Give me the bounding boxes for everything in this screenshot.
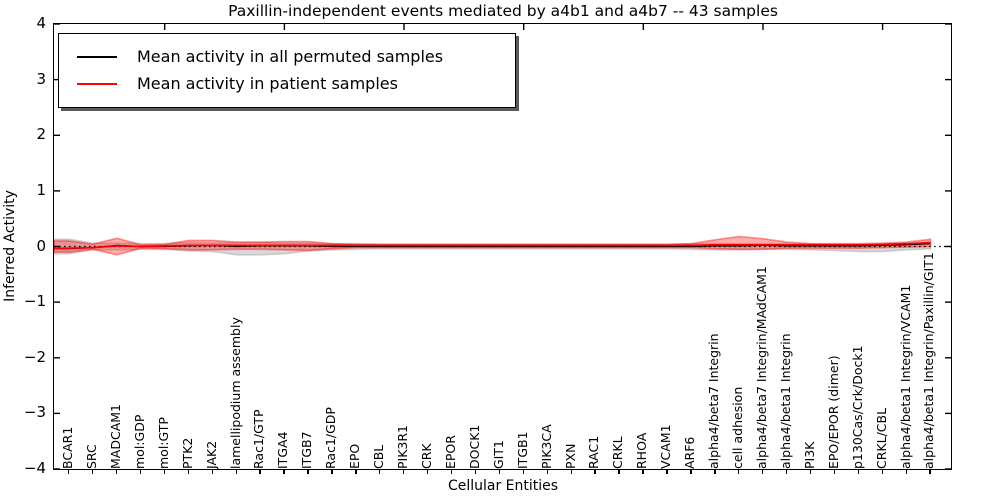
x-tick-mark bbox=[546, 470, 548, 474]
x-tick-mark bbox=[618, 470, 620, 474]
x-tick-mark bbox=[905, 470, 907, 474]
x-tick-mark bbox=[474, 470, 477, 474]
x-tick-mark bbox=[163, 470, 166, 474]
x-tick-mark bbox=[857, 470, 860, 474]
x-tick-mark bbox=[307, 470, 309, 474]
x-tick-mark bbox=[331, 470, 333, 474]
x-tick-mark bbox=[833, 470, 836, 474]
legend-label-patient: Mean activity in patient samples bbox=[137, 74, 398, 93]
x-axis-label: Cellular Entities bbox=[447, 478, 559, 494]
x-tick-mark bbox=[929, 470, 931, 474]
chart-title: Paxillin-independent events mediated by … bbox=[228, 2, 778, 20]
y-tick-label: 2 bbox=[36, 125, 46, 144]
x-tick-mark bbox=[522, 470, 525, 474]
y-tick-label: −3 bbox=[23, 403, 46, 422]
x-tick-mark bbox=[139, 470, 142, 474]
x-tick-mark bbox=[91, 470, 94, 474]
legend-box: Mean activity in all permuted samples Me… bbox=[58, 33, 516, 108]
x-tick-mark bbox=[738, 470, 740, 474]
x-tick-mark bbox=[403, 470, 405, 474]
x-tick-mark bbox=[259, 470, 261, 474]
x-tick-mark bbox=[809, 470, 812, 474]
chart-canvas bbox=[54, 24, 951, 469]
x-tick-mark bbox=[498, 470, 501, 474]
x-tick-mark bbox=[450, 470, 453, 474]
x-tick-mark bbox=[594, 470, 596, 474]
legend-entry-patient: Mean activity in patient samples bbox=[71, 70, 503, 97]
x-tick-mark bbox=[283, 470, 285, 474]
x-tick-mark bbox=[187, 470, 190, 474]
x-tick-mark bbox=[761, 470, 764, 474]
x-tick-mark bbox=[785, 470, 788, 474]
x-tick-mark bbox=[426, 470, 429, 474]
x-tick-mark bbox=[881, 470, 883, 474]
y-tick-label: 3 bbox=[36, 69, 46, 88]
y-tick-label: −4 bbox=[23, 459, 46, 477]
x-tick-mark bbox=[690, 470, 692, 474]
x-tick-mark bbox=[379, 470, 381, 474]
x-tick-mark bbox=[115, 470, 118, 474]
permuted-line-swatch bbox=[77, 55, 117, 58]
legend-entry-permuted: Mean activity in all permuted samples bbox=[71, 43, 503, 70]
y-axis-label: Inferred Activity bbox=[2, 190, 18, 302]
y-tick-label: 4 bbox=[36, 14, 46, 32]
x-tick-mark bbox=[235, 470, 237, 474]
x-tick-mark bbox=[68, 470, 70, 474]
x-tick-mark bbox=[355, 470, 357, 474]
legend-label-permuted: Mean activity in all permuted samples bbox=[137, 47, 444, 66]
x-tick-mark bbox=[666, 470, 668, 474]
x-tick-mark bbox=[714, 470, 716, 474]
patient-mean-line bbox=[54, 241, 931, 250]
x-tick-mark bbox=[211, 470, 213, 474]
patient-line-swatch bbox=[77, 82, 117, 85]
x-tick-mark bbox=[642, 470, 644, 474]
x-tick-mark bbox=[570, 470, 572, 474]
y-tick-label: −2 bbox=[23, 347, 46, 366]
